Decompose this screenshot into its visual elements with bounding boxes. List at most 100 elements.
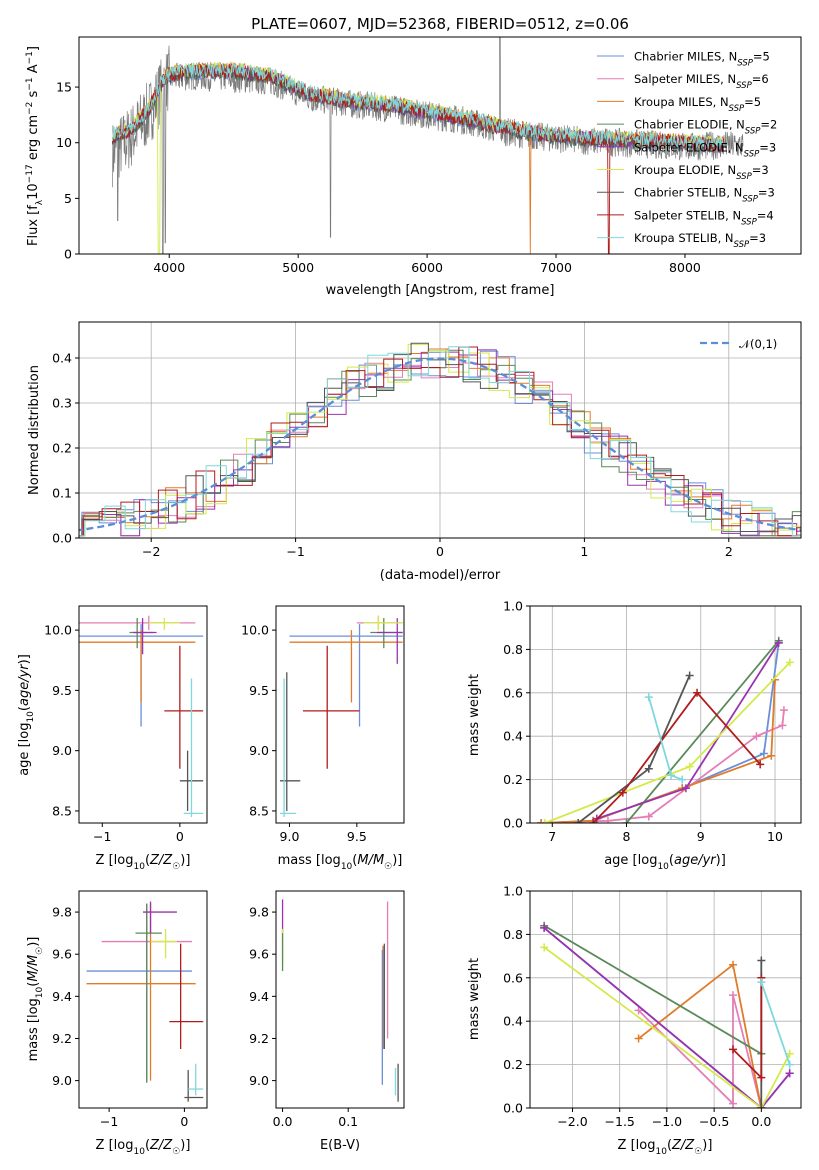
age-vs-Z-plot-area [79,615,204,817]
mass-weight-line [625,640,780,823]
mass-weight-point [540,943,549,952]
x-tick-label: −2.0 [557,1114,587,1129]
mass-weight-point [644,693,653,702]
y-axis-label: mass [log10(M/M☉)] [26,937,45,1062]
mass-weight-point [618,788,627,797]
mass-weight-point [729,1045,738,1054]
y-tick-label: 0.8 [503,642,523,657]
mass-weight-point [752,732,761,741]
model-spectrum-line [112,62,725,150]
mass-weight-point [774,638,783,647]
y-tick-label: 10.0 [241,623,269,638]
weight-vs-Z-panel: −2.0 −1.5 −1.0 −0.5 0.0 0.0 0.2 0.4 0.6 0.8 1.0 [503,884,802,1129]
mass-weight-point [785,1060,794,1069]
legend-entry: Salpeter MILES, NSSP=6 [634,72,769,91]
residual-histogram [79,349,801,537]
mass-weight-point [685,671,694,680]
weight-vs-age-plot-area [537,636,794,823]
y-tick-label: 15 [56,80,72,95]
mass-weight-point [537,819,546,823]
age-vs-Z-panel: −1 0 8.5 9.0 9.5 10.0 [44,605,208,844]
x-tick-label: 7 [548,829,556,844]
mass-weight-point [693,688,702,697]
y-tick-label: 9.0 [249,1073,269,1088]
x-tick-label: 5000 [282,260,314,275]
y-tick-label: 0.3 [52,396,72,411]
residual-histogram [79,342,801,537]
mass-weight-point [757,956,766,965]
mass-weight-point [756,760,765,769]
x-tick-label: 0.0 [273,1114,293,1129]
y-tick-label: 9.0 [249,743,269,758]
mass-weight-point [589,819,598,823]
mass-weight-point [685,762,694,771]
mass-weight-point [757,1104,766,1108]
y-tick-label: 0 [64,247,72,262]
x-axis-label: age [log10(age/yr)] [604,853,726,872]
x-axis-label: wavelength [Angstrom, rest frame] [326,283,555,298]
x-tick-label: 0.0 [751,1114,771,1129]
y-tick-label: 10 [56,135,72,150]
axes-frame [275,605,405,824]
figure-title: PLATE=0607, MJD=52368, FIBERID=0512, z=0… [251,15,629,33]
y-tick-label: 9.6 [52,947,72,962]
gaussian-reference-line [79,357,801,532]
mass-weight-line [543,946,791,1108]
mass-weight-point [759,749,768,758]
x-axis-label: (data-model)/error [380,568,501,583]
age-vs-mass-panel: 9.0 9.5 8.5 9.0 9.5 10.0 [241,605,405,844]
legend: Chabrier MILES, NSSP=5 Salpeter MILES, NS… [597,50,777,250]
mass-weight-point [574,819,583,823]
x-tick-label: 2 [725,544,733,559]
mass-weight-point [634,1006,643,1015]
legend-entry: Kroupa ELODIE, NSSP=3 [634,163,769,182]
mass-weight-line [592,691,761,823]
axes-frame [78,605,208,824]
x-axis-label: Z [log10(Z/Z☉)] [96,1138,191,1157]
y-tick-label: 9.4 [52,989,72,1004]
y-tick-label: 9.0 [52,1073,72,1088]
x-tick-label: 4000 [153,260,185,275]
y-tick-label: 0.2 [503,772,523,787]
mass-weight-line [760,981,791,1065]
mass-weight-point [757,1073,766,1082]
mass-weight-point [779,706,788,715]
mass-weight-point [778,721,787,730]
x-tick-label: 9 [697,829,705,844]
y-tick-label: 9.6 [249,947,269,962]
legend-entry: Chabrier STELIB, NSSP=3 [634,186,775,205]
mass-weight-point [667,771,676,780]
y-tick-label: 0.4 [52,351,72,366]
x-tick-label: 9.0 [280,829,300,844]
y-tick-label: 0.4 [503,1014,523,1029]
y-tick-label: 0.8 [503,927,523,942]
mass-weight-point [540,923,549,932]
x-tick-label: 8000 [669,260,701,275]
mass-weight-point [767,751,776,760]
mass-weight-line [543,924,762,1055]
y-tick-label: 1.0 [503,599,523,614]
weight-vs-age-panel: 7 8 9 10 0.0 0.2 0.4 0.6 0.8 1.0 [503,599,802,844]
axes-frame [78,890,208,1109]
x-tick-label: −0.5 [699,1114,729,1129]
y-axis-label: Normed distribution [27,365,42,495]
x-tick-label: 0 [176,829,184,844]
y-tick-label: 9.0 [52,743,72,758]
y-tick-label: 1.0 [503,884,523,899]
y-tick-label: 9.4 [249,989,269,1004]
mass-weight-point [729,960,738,969]
axes-frame [275,890,405,1109]
y-tick-label: 9.8 [52,905,72,920]
y-tick-label: 9.5 [249,683,269,698]
age-vs-mass-plot-area [280,615,403,817]
y-tick-label: 0.0 [503,1101,523,1116]
y-tick-label: 9.2 [249,1031,269,1046]
model-spectrum-line [112,61,724,254]
x-axis-label: E(B-V) [320,1138,360,1153]
x-axis-label: Z [log10(Z/Z☉)] [618,1138,713,1157]
y-tick-label: 9.5 [52,683,72,698]
residual-histogram [79,346,801,537]
mass-vs-EBV-plot-area [281,899,399,1102]
x-tick-label: −1.0 [652,1114,682,1129]
mass-weight-point [678,775,687,784]
